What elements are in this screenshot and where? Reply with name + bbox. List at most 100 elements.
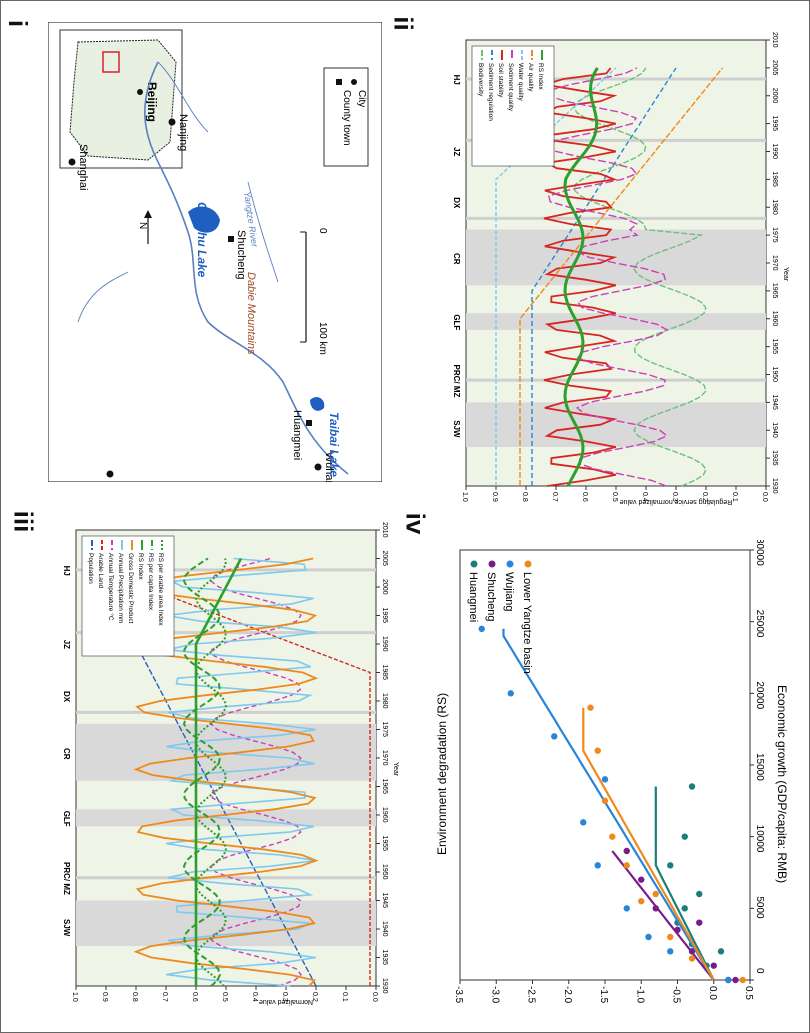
year-tick-label: 1930 xyxy=(381,978,388,994)
scale-zero: 0 xyxy=(317,228,328,234)
series-line xyxy=(573,67,707,487)
value-tick-label: 0.5 xyxy=(221,992,228,1002)
scale-distance: 100 km xyxy=(317,322,328,355)
scatter-point xyxy=(587,704,594,711)
event-label: GLF xyxy=(452,314,461,330)
value-tick-label: 0.1 xyxy=(731,492,738,502)
event-label: SJW xyxy=(452,420,461,438)
year-tick-label: 1965 xyxy=(771,283,778,299)
year-tick-label: 1970 xyxy=(771,255,778,271)
trend-curve xyxy=(502,628,715,981)
legend-entry: Population xyxy=(87,553,94,584)
year-tick-label: 1955 xyxy=(381,836,388,852)
scatter-point xyxy=(652,905,659,912)
map-label-dabie: Dabie Mountains xyxy=(245,272,257,355)
legend-entry: RS per capita Index xyxy=(147,553,154,611)
value-tick-label: 0.1 xyxy=(341,992,348,1002)
map-label-beijing: Beijing xyxy=(145,82,159,122)
value-tick-label: 1.0 xyxy=(461,492,468,502)
scatter-point xyxy=(609,833,616,840)
year-tick-label: 1940 xyxy=(381,921,388,937)
year-tick-label: 1975 xyxy=(381,722,388,738)
scatter-point xyxy=(601,797,609,805)
map-label-chaohu: Chaohu Lake xyxy=(195,202,209,278)
value-tick-label: 0.9 xyxy=(491,492,498,502)
event-label: PRC/ MZ xyxy=(62,862,71,895)
series-line xyxy=(545,67,669,487)
event-band xyxy=(76,900,376,947)
legend-entry: Sediment quality xyxy=(507,63,514,112)
chart-iii-svg: 1930 1935 1940 1945 1950 1955 1960 1965 1970 1975… xyxy=(62,522,399,1005)
scatter-point xyxy=(580,819,587,826)
year-tick-label: 2000 xyxy=(771,88,778,104)
year-tick-label: 1990 xyxy=(381,636,388,652)
scatter-point xyxy=(507,690,514,697)
panel-numeral-i: i xyxy=(3,19,34,28)
normalized-driver-chart: 1930 1935 1940 1945 1950 1955 1960 1965 1970 1975… xyxy=(30,512,404,1010)
series-line xyxy=(531,67,677,486)
year-tick-label: 1970 xyxy=(381,750,388,766)
scatter-chart: 0 5000 10000 15000 20000 25000 30000 -3.5 -3.0 -2… xyxy=(430,538,794,1020)
year-tick-label: 1990 xyxy=(771,144,778,160)
scatter-point xyxy=(688,955,696,962)
gdp-tick-label: 10000 xyxy=(754,825,765,853)
scatter-point xyxy=(667,948,674,955)
scatter-point xyxy=(623,862,630,869)
legend-entry: Wujiang xyxy=(503,572,515,612)
year-tick-label: 1935 xyxy=(771,450,778,466)
inset-china-map: Beijing xyxy=(59,29,183,169)
value-tick-label: 0.5 xyxy=(611,492,618,502)
series-line xyxy=(81,558,371,986)
scatter-point xyxy=(667,862,674,869)
scatter-point xyxy=(601,776,609,783)
year-tick-label: 2005 xyxy=(771,60,778,76)
map-label-shucheng: Shucheng xyxy=(235,230,247,280)
year-tick-label: 2005 xyxy=(381,551,388,567)
value-tick-label: 0.6 xyxy=(581,492,588,502)
year-tick-label: 1940 xyxy=(771,422,778,438)
scatter-point xyxy=(696,919,703,926)
chart-legend: Population Arable Land Annual Temperature … xyxy=(81,535,175,657)
scatter-point xyxy=(696,890,703,898)
value-tick-label: 1.0 xyxy=(71,992,78,1002)
rs-tick-label: 0.0 xyxy=(707,986,718,1000)
scatter-point xyxy=(710,962,717,969)
taibai-lake-shape xyxy=(310,397,325,411)
trend-curve xyxy=(611,850,715,981)
scatter-point xyxy=(551,733,558,740)
scatter-point xyxy=(739,976,746,984)
year-tick-label: 1960 xyxy=(381,807,388,823)
year-tick-label: 1980 xyxy=(771,199,778,215)
legend-entry: Arable Land xyxy=(97,553,104,588)
chart-legend: Biodiversity Sediment regulation Soil stab… xyxy=(471,45,555,167)
event-band xyxy=(466,313,766,330)
rs-tick-label: -1.0 xyxy=(634,986,645,1004)
value-tick-label: 0.0 xyxy=(761,492,768,502)
year-axis-label: Year xyxy=(392,762,399,777)
legend-entry: Soil stability xyxy=(497,63,504,98)
year-tick-label: 1955 xyxy=(771,339,778,355)
event-label: JZ xyxy=(62,640,71,649)
north-label: N xyxy=(137,222,148,229)
year-tick-label: 1985 xyxy=(771,171,778,187)
scatter-point xyxy=(623,905,630,912)
gdp-tick-label: 15000 xyxy=(754,753,765,781)
scatter-point xyxy=(667,933,674,941)
legend-entry: Annual Temperature °C xyxy=(107,553,115,621)
scatter-point xyxy=(681,905,688,912)
scatter-legend: Huangmei Shucheng Wujiang Lower Yangtze bas… xyxy=(467,560,533,674)
value-tick-label: 0.2 xyxy=(311,992,318,1002)
event-label: HJ xyxy=(62,566,71,576)
value-axis-label: Regulating service normalized value xyxy=(620,498,733,505)
scatter-point xyxy=(638,897,645,905)
map-legend: City County town xyxy=(323,67,369,167)
trend-curve xyxy=(654,786,715,981)
event-label: CR xyxy=(62,748,71,760)
regulating-service-chart: 1930 1935 1940 1945 1950 1955 1960 1965 1970 1975… xyxy=(420,22,794,510)
scatter-point xyxy=(717,948,725,955)
series-line xyxy=(166,557,317,987)
series-line xyxy=(194,557,243,986)
event-label: GLF xyxy=(62,811,71,827)
scatter-point xyxy=(623,847,630,855)
yangtze-river xyxy=(144,61,349,475)
